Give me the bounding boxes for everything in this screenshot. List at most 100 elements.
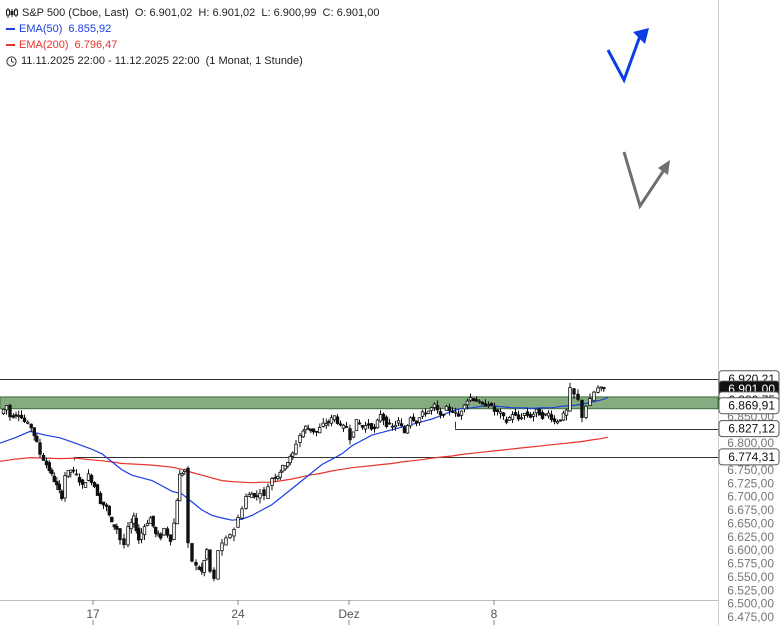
- ema200-swatch: [6, 44, 15, 46]
- candle-body: [453, 411, 458, 414]
- legend-range-row: 11.11.2025 22:00 - 11.12.2025 22:00 (1 M…: [6, 53, 379, 69]
- candle-body: [592, 391, 596, 402]
- candle-body: [236, 517, 240, 528]
- candle-body: [528, 414, 533, 418]
- candle-body: [283, 465, 287, 470]
- candle-body: [477, 400, 482, 403]
- candle-body: [486, 404, 491, 407]
- candle-body: [98, 492, 103, 505]
- zone-bottom-tag: [718, 397, 780, 415]
- chart-legend: S&P 500 (Cboe, Last) O: 6.901,02 H: 6.90…: [6, 5, 379, 69]
- candle-body: [369, 423, 374, 430]
- candle-body: [602, 386, 606, 390]
- candle-body: [426, 410, 431, 414]
- candle-body: [16, 415, 21, 418]
- candle-body: [177, 473, 182, 502]
- candle-body: [513, 412, 518, 416]
- y-tick-label: 6.650,00: [727, 516, 774, 530]
- candle-body: [501, 412, 506, 417]
- candle-body: [298, 434, 302, 443]
- y-tick-label: 6.625,00: [727, 530, 774, 544]
- candle-body: [240, 508, 244, 519]
- x-tick-label: 17: [86, 607, 100, 621]
- candle-body: [596, 387, 600, 393]
- candle-body: [262, 489, 266, 496]
- candle-body: [55, 481, 59, 486]
- bullish-arrowhead: [633, 28, 649, 44]
- candle-body: [153, 527, 158, 534]
- candle-body: [290, 452, 295, 457]
- ema200-line: [0, 436, 609, 484]
- candle-body: [414, 420, 419, 424]
- candle-body: [438, 411, 443, 416]
- candle-body: [29, 423, 33, 429]
- candle-body: [104, 504, 109, 507]
- candles-group: [1, 382, 606, 582]
- candle-body: [57, 483, 61, 491]
- candle-body: [519, 417, 524, 420]
- candle-body: [338, 423, 343, 426]
- candle-body: [112, 524, 116, 528]
- candle-body: [101, 501, 106, 506]
- y-tick-label: 6.550,00: [727, 570, 774, 584]
- candle-body: [186, 467, 190, 544]
- candle-body: [568, 387, 572, 412]
- legend-ema50-row: EMA(50) 6.855,92: [6, 21, 379, 37]
- y-tick-label: 6.675,00: [727, 503, 774, 517]
- candle-body: [8, 404, 12, 418]
- y-tick-label: 6.700,00: [727, 490, 774, 504]
- candle-body: [456, 413, 461, 417]
- candle-body: [25, 421, 30, 424]
- ema50-value: 6.855,92: [68, 23, 112, 35]
- candle-body: [89, 474, 94, 483]
- y-tick-label: 6.500,00: [727, 597, 774, 611]
- candle-body: [110, 516, 114, 523]
- candle-body: [402, 426, 407, 434]
- candle-body: [172, 522, 176, 540]
- candle-body: [220, 542, 224, 552]
- candle-body: [270, 478, 274, 486]
- candle-body: [420, 411, 425, 417]
- candle-body: [254, 495, 259, 498]
- candle-body: [288, 456, 292, 464]
- candle-body: [405, 425, 410, 434]
- candle-body: [351, 431, 356, 438]
- candle-body: [459, 410, 464, 416]
- candle-body: [139, 532, 144, 540]
- candle-body: [204, 549, 209, 560]
- candle-body: [311, 428, 316, 433]
- candle-body: [14, 414, 18, 417]
- candle-body: [180, 473, 184, 476]
- candle-body: [47, 462, 51, 472]
- candle-body: [492, 406, 497, 412]
- candle-body: [450, 410, 455, 413]
- candle-body: [118, 528, 122, 541]
- bearish-scenario-arrow: [622, 151, 666, 210]
- candle-body: [71, 469, 76, 472]
- candle-body: [543, 413, 548, 416]
- interval-label: (1 Monat, 1 Stunde): [205, 55, 303, 67]
- candle-body: [522, 413, 527, 416]
- candle-body: [216, 550, 220, 580]
- candle-body: [495, 409, 500, 412]
- candle-body: [224, 537, 228, 546]
- level-tag: [718, 448, 780, 466]
- candle-body: [363, 425, 368, 430]
- candle-body: [507, 416, 512, 421]
- candle-body: [83, 482, 88, 488]
- y-tick-label: 6.600,00: [727, 543, 774, 557]
- candle-body: [66, 470, 70, 477]
- candle-body: [303, 425, 308, 431]
- ohlc-values: O: 6.901,02 H: 6.901,02 L: 6.900,99 C: 6…: [134, 7, 380, 19]
- bullish-scenario-arrow: [606, 35, 642, 84]
- candle-body: [175, 500, 179, 525]
- candle-body: [301, 430, 305, 438]
- candle-body: [480, 401, 485, 405]
- candle-body: [212, 569, 216, 579]
- candle-body: [278, 471, 282, 478]
- candle-body: [387, 422, 392, 425]
- candle-body: [63, 475, 67, 499]
- candle-body: [148, 517, 153, 524]
